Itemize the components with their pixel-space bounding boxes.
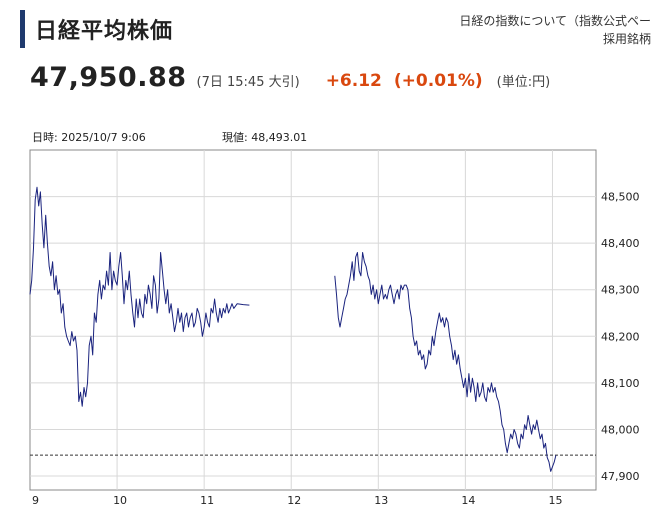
x-tick-label: 9 [32,494,39,507]
index-info-link-line1[interactable]: 日経の指数について（指数公式ペー [459,14,651,28]
chart-container: 日時: 2025/10/7 9:06 現値: 48,493.01 47,900 4… [0,125,651,523]
x-tick-label: 14 [461,494,475,507]
series-layer [29,186,557,472]
current-price: 47,950.88 [30,62,187,93]
index-info-link-line2[interactable]: 採用銘柄 [602,32,651,46]
y-tick-label: 48,100 [601,377,640,390]
title-bar: 日経平均株価 [20,10,173,48]
unit-label: (単位:円) [496,75,551,90]
price-change: +6.12 [325,71,382,91]
price-change-percent: (+0.01%) [393,71,483,91]
price-timestamp: (7日 15:45 大引) [196,75,300,90]
y-tick-label: 48,000 [601,423,640,436]
y-axis: 47,900 48,000 48,100 48,200 48,300 48,400 48,5… [601,191,640,483]
series-line-afternoon [334,252,557,472]
y-tick-label: 48,500 [601,191,640,204]
chart-current-value-label: 現値: 48,493.01 [222,131,307,144]
index-info-link[interactable]: 日経の指数について（指数公式ペー 採用銘柄 [441,12,651,48]
x-axis: 9 10 11 12 13 14 15 [32,494,562,507]
series-line-morning [29,186,250,407]
intraday-chart[interactable]: 日時: 2025/10/7 9:06 現値: 48,493.01 47,9004… [0,125,651,523]
y-tick-label: 48,200 [601,330,640,343]
x-tick-label: 12 [287,494,301,507]
y-tick-label: 48,300 [601,284,640,297]
x-tick-label: 13 [374,494,388,507]
x-tick-label: 15 [548,494,562,507]
grid [30,150,596,490]
y-tick-label: 48,400 [601,237,640,250]
page-title: 日経平均株価 [35,19,174,44]
x-tick-label: 10 [113,494,127,507]
x-tick-label: 11 [200,494,214,507]
chart-datetime-label: 日時: 2025/10/7 9:06 [32,131,146,144]
y-tick-label: 47,900 [601,470,640,483]
plot-area [29,149,597,491]
quote-row: 47,950.88 (7日 15:45 大引) +6.12 (+0.01%) (… [30,62,550,98]
